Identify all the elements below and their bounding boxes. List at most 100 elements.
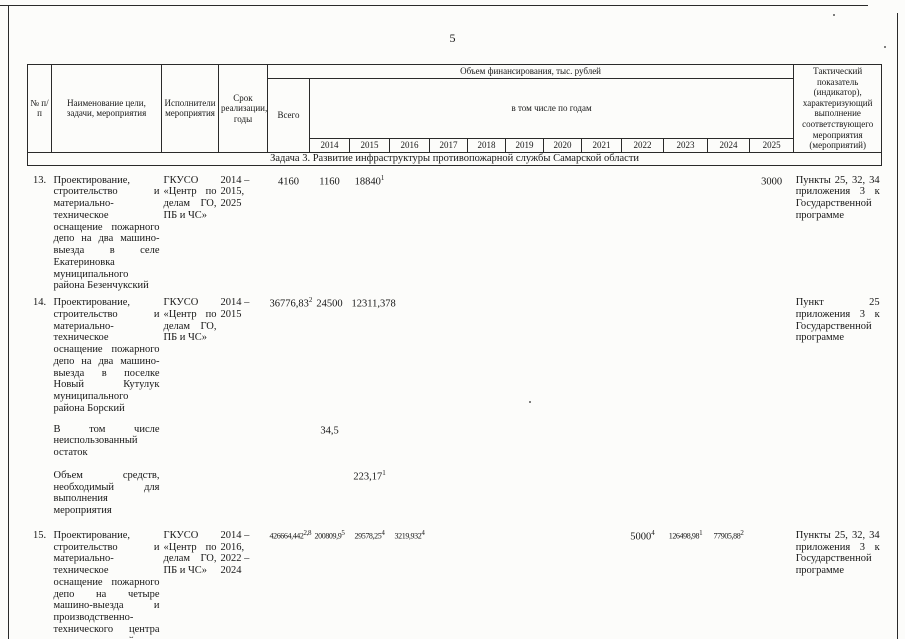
subrow-label: В том числе неиспользованный остаток	[53, 423, 160, 459]
value-2025: 3000	[750, 165, 794, 292]
section-title: Задача 3. Развитие инфраструктуры против…	[26, 151, 883, 166]
value-2022: 50004	[622, 517, 664, 639]
header-row-1: № п/п Наименование цели, задачи, меропри…	[27, 64, 883, 153]
subrow-label: Объем средств, необходимый для выполнени…	[53, 469, 160, 517]
col-header-year-2017: 2017	[429, 138, 468, 153]
value: 426664,442	[269, 531, 304, 541]
term: 2014 – 2016, 2022 – 2024	[220, 529, 250, 577]
financing-table: № п/п Наименование цели, задачи, меропри…	[26, 64, 883, 639]
page-number: 5	[449, 31, 456, 45]
table-subrow-required-funds: Объем средств, необходимый для выполнени…	[28, 459, 882, 517]
value: 5000	[630, 531, 652, 543]
col-header-by-years: в том числе по годам	[308, 77, 795, 140]
table-row-13: 13. Проектирование, строительство и мате…	[28, 165, 882, 292]
col-header-executor: Исполнители мероприятия	[161, 64, 219, 153]
footnote-ref: 2,8	[303, 528, 312, 537]
scan-speck	[833, 14, 835, 16]
empty-cell	[390, 165, 750, 292]
executor: ГКУСО «Центр по делам ГО, ПБ и ЧС»	[163, 529, 217, 577]
col-header-total: Всего	[267, 77, 310, 153]
footnote-ref: 5	[341, 528, 345, 537]
header-row-years: 2014 2015 2016 2017 2018 2019 2020 2021 …	[28, 138, 882, 153]
tactical-indicator: Пункт 25 приложения 3 к Государственной …	[795, 297, 880, 344]
empty-cell	[390, 459, 882, 517]
tactical-indicator: Пункты 25, 32, 34 приложения 3 к Государ…	[795, 529, 880, 577]
scan-border-right	[897, 13, 898, 639]
empty-cell	[750, 517, 794, 639]
executor: ГКУСО «Центр по делам ГО, ПБ и ЧС»	[163, 174, 217, 221]
col-header-name: Наименование цели, задачи, мероприятия	[51, 64, 162, 153]
value: 1160	[319, 176, 340, 188]
scan-speck	[529, 401, 531, 403]
executor: ГКУСО «Центр по делам ГО, ПБ и ЧС»	[163, 297, 217, 344]
section-row: Задача 3. Развитие инфраструктуры против…	[26, 151, 883, 166]
table-subrow-unused-balance: В том числе неиспользованный остаток 34,…	[28, 415, 882, 459]
col-header-year-2024: 2024	[707, 138, 750, 153]
col-header-year-2025: 2025	[748, 138, 795, 153]
value-total: 4160	[268, 165, 310, 292]
col-header-year-2019: 2019	[505, 138, 544, 153]
col-header-financing: Объем финансирования, тыс. рублей	[266, 64, 795, 79]
footnote-ref: 1	[380, 173, 385, 182]
value: 3219,932	[394, 531, 422, 541]
term: 2014 – 2015	[220, 297, 250, 320]
empty-cell	[28, 415, 52, 459]
footnote-ref: 4	[421, 528, 425, 537]
col-header-year-2023: 2023	[663, 138, 708, 153]
value: 4160	[278, 176, 299, 188]
col-header-year-2016: 2016	[389, 138, 430, 153]
header-row-2: Всего в том числе по годам	[28, 77, 882, 153]
value: 77905,88	[713, 531, 741, 541]
value: 200809,9	[314, 531, 342, 541]
scan-speck	[884, 46, 886, 48]
measure-name: Проектирование, строительство и материал…	[53, 174, 160, 292]
col-header-year-2021: 2021	[581, 138, 622, 153]
value: 29578,25	[354, 531, 382, 541]
value: 36776,83	[269, 298, 309, 310]
value-2023: 126498,981	[664, 517, 708, 639]
value: 126498,98	[668, 531, 700, 541]
footnote-ref: 4	[651, 528, 655, 537]
col-header-year-2015: 2015	[349, 138, 390, 153]
empty-cell	[430, 517, 622, 639]
value-2024: 77905,882	[708, 517, 750, 639]
value-2014: 34,5	[310, 415, 350, 459]
value-total: 36776,832	[268, 292, 313, 415]
empty-cell	[162, 459, 350, 517]
value-2015: 223,171	[350, 459, 390, 517]
col-header-year-2014: 2014	[309, 138, 350, 153]
value-2015: 188401	[350, 165, 390, 292]
empty-cell	[350, 415, 882, 459]
row-number: 15.	[32, 529, 47, 541]
value-2015: 12311,378	[350, 292, 396, 415]
scan-border-top	[0, 5, 868, 6]
empty-cell	[162, 415, 310, 459]
value-total: 426664,4422,8	[268, 517, 312, 639]
footnote-ref: 1	[699, 528, 703, 537]
col-header-term: Срок реализации, годы	[218, 64, 268, 153]
footnote-ref: 1	[382, 468, 386, 477]
tactical-indicator: Пункты 25, 32, 34 приложения 3 к Государ…	[795, 174, 880, 221]
footnote-ref: 2	[308, 296, 313, 305]
value: 12311,378	[351, 298, 396, 310]
value: 18840	[354, 176, 381, 188]
footnote-ref: 2	[740, 528, 744, 537]
table-row-15: 15. Проектирование, строительство и мате…	[28, 517, 882, 639]
footnote-ref: 4	[381, 528, 385, 537]
col-header-tactical: Тактический показатель (индикатор), хара…	[793, 64, 883, 153]
col-header-year-2022: 2022	[621, 138, 664, 153]
value-2014: 1160	[310, 165, 350, 292]
value: 34,5	[320, 425, 339, 437]
measure-name: Проектирование, строительство и материал…	[53, 297, 160, 414]
col-header-year-2018: 2018	[467, 138, 506, 153]
row-number: 13.	[32, 174, 47, 186]
term: 2014 – 2015, 2025	[220, 174, 250, 210]
col-header-num: № п/п	[27, 64, 52, 153]
measure-name: Проектирование, строительство и материал…	[53, 529, 160, 639]
value-2014: 24500	[310, 292, 350, 415]
value: 24500	[316, 298, 343, 310]
row-number: 14.	[32, 297, 47, 309]
table-row-14: 14. Проектирование, строительство и мате…	[28, 292, 882, 415]
value-2016: 3219,9324	[390, 517, 430, 639]
